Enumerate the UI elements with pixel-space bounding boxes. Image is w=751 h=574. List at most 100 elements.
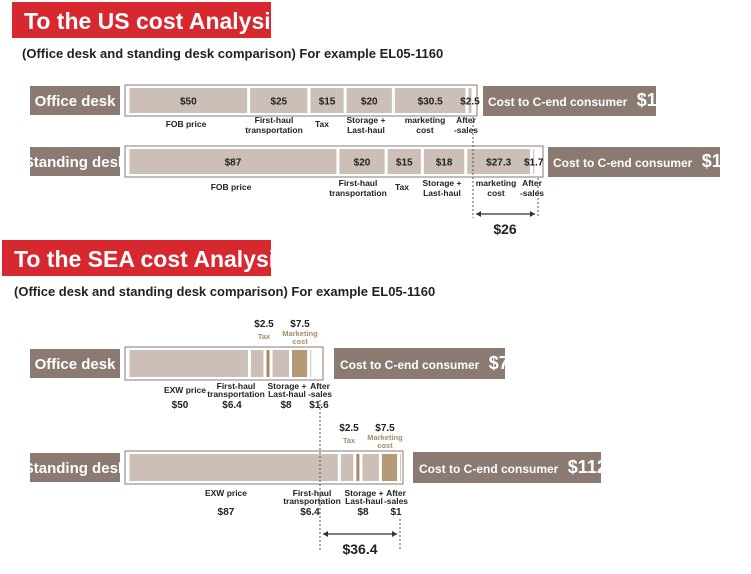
us-office-category-labels: FOB price First-haul transportation Tax … — [166, 115, 479, 135]
sea-title-bg — [2, 240, 271, 276]
us-standing-segment-base-price — [129, 149, 337, 174]
sea-standing-total-value: $112.4 — [568, 457, 622, 477]
sea-standing-storage-cat-1: Storage + — [345, 488, 384, 498]
sea-standing-segment-base-price — [129, 454, 338, 481]
us-office-total-bg — [483, 86, 656, 116]
sea-standing-total: Cost to C-end consumer $112.4 — [419, 457, 622, 477]
us-standing-segment-first-haul — [339, 149, 385, 174]
sea-standing-after-cat-2: -sales — [384, 496, 408, 506]
sea-standing-storage-cat-2: Last-haul — [345, 496, 383, 506]
sea-office-firsthaul-cat-2: transportation — [207, 389, 265, 399]
sea-diff-value: $36.4 — [342, 541, 377, 557]
us-standing-total: Cost to C-end consumer $169 — [553, 151, 742, 171]
sea-standing-bottom-labels: EXW price $87 First-haul transportation … — [205, 488, 408, 518]
sea-standing-firsthaul-cat-2: transportation — [283, 496, 341, 506]
us-office-value-label-tax: $15 — [319, 97, 336, 108]
us-office-cat-marketing-1: marketing — [405, 115, 446, 125]
sea-standing-total-label: Cost to C-end consumer — [419, 462, 559, 476]
sea-office-segment-first-haul — [250, 350, 264, 377]
us-office-cat-marketing-2: cost — [416, 125, 434, 135]
us-subtitle: (Office desk and standing desk compariso… — [22, 46, 443, 61]
us-standing-value-label-first-haul: $20 — [354, 158, 371, 169]
sea-standing-marketing-cat-2: cost — [377, 441, 393, 450]
sea-office-storage-cat-2: Last-haul — [268, 389, 306, 399]
sea-standing-segment-tax — [356, 454, 360, 481]
us-office-total-value: $143 — [637, 90, 677, 110]
us-standing-cat-marketing-2: cost — [487, 188, 505, 198]
us-office-cat-tax: Tax — [315, 119, 329, 129]
sea-office-bars — [129, 350, 312, 377]
sea-office-segment-base-price — [129, 350, 248, 377]
sea-office-label-bg — [30, 349, 120, 378]
sea-office-label: Office desk — [35, 356, 117, 373]
us-office-value-label-storage-last-haul: $20 — [361, 97, 378, 108]
sea-office-segment-storage-last-haul — [272, 350, 289, 377]
sea-office-segment-after-sales — [310, 350, 312, 377]
us-standing-value-label-tax: $15 — [396, 158, 413, 169]
us-standing-value-label-storage-last-haul: $18 — [436, 158, 453, 169]
sea-office-after-value: $1.6 — [309, 400, 329, 411]
us-office-cat-firsthaul-1: First-haul — [255, 115, 294, 125]
us-office-total: Cost to C-end consumer $143 — [488, 90, 677, 110]
sea-office-top-labels: $2.5 Tax $7.5 Marketing cost — [254, 319, 318, 346]
us-diff-arrowhead-right — [530, 211, 535, 217]
sea-office-total-bg — [334, 348, 505, 379]
us-office-segment-tax — [310, 88, 344, 113]
us-diff-arrowhead-left — [476, 211, 481, 217]
us-office-label: Office desk — [35, 93, 117, 110]
sea-office-after-cat-2: -sales — [308, 389, 332, 399]
sea-office-segment-tax — [266, 350, 270, 377]
us-standing-total-value: $169 — [702, 151, 742, 171]
us-section: To the US cost Analysis (Office desk and… — [12, 2, 742, 237]
us-office-value-label-first-haul: $25 — [270, 97, 287, 108]
us-standing-bars: $87 $20 $15 $18 $27.3 $1.7 — [129, 149, 544, 174]
us-standing-total-label: Cost to C-end consumer — [553, 156, 693, 170]
sea-office-after-cat-1: After — [310, 381, 331, 391]
sea-standing-label-bg — [30, 453, 120, 482]
us-title-bg — [12, 2, 271, 38]
sea-standing-segment-marketing — [381, 454, 398, 481]
sea-standing-marketing-cat-1: Marketing — [367, 433, 403, 442]
us-standing-value-label-base-price: $87 — [225, 158, 242, 169]
us-standing-cat-storage-2: Last-haul — [423, 188, 461, 198]
sea-office-storage-cat-1: Storage + — [268, 381, 307, 391]
us-standing-value-label-marketing: $27.3 — [486, 158, 511, 169]
sea-office-exw-cat: EXW price — [164, 385, 206, 395]
sea-standing-firsthaul-value: $6.4 — [300, 507, 320, 518]
us-office-bars: $50 $25 $15 $20 $30.5 $2.5 — [129, 88, 480, 113]
us-office-cat-storage-1: Storage + — [347, 115, 386, 125]
us-standing-value-label-after-sales: $1.7 — [524, 158, 544, 169]
sea-office-total: Cost to C-end consumer $76 — [340, 353, 519, 373]
sea-office-segment-marketing — [291, 350, 308, 377]
sea-office-marketing-cat-2: cost — [292, 337, 308, 346]
sea-office-firsthaul-value: $6.4 — [222, 400, 242, 411]
us-standing-label: Standing desk — [24, 154, 127, 171]
us-standing-segment-marketing — [467, 149, 531, 174]
us-office-cat-after-1: After — [456, 115, 477, 125]
us-standing-cat-tax: Tax — [395, 182, 409, 192]
sea-office-storage-value: $8 — [280, 400, 292, 411]
us-office-segment-base-price — [129, 88, 248, 113]
us-office-label-bg — [30, 86, 120, 115]
us-standing-category-labels: FOB price First-haul transportation Tax … — [211, 178, 545, 198]
sea-diff-arrowhead-right — [392, 531, 397, 537]
us-standing-cat-marketing-1: marketing — [476, 178, 517, 188]
sea-diff-arrowhead-left — [323, 531, 328, 537]
sea-standing-segment-storage-last-haul — [362, 454, 379, 481]
sea-office-marketing-value: $7.5 — [290, 319, 310, 330]
sea-standing-top-labels: $2.5 Tax $7.5 Marketing cost — [339, 423, 403, 450]
us-office-cat-fob: FOB price — [166, 119, 207, 129]
sea-standing-tax-value: $2.5 — [339, 423, 359, 434]
us-office-cat-after-2: -sales — [454, 125, 478, 135]
sea-office-bottom-labels: EXW price $50 First-haul transportation … — [164, 381, 332, 411]
sea-office-total-label: Cost to C-end consumer — [340, 358, 480, 372]
sea-office-tax-cat: Tax — [258, 332, 271, 341]
sea-standing-marketing-value: $7.5 — [375, 423, 395, 434]
sea-office-tax-value: $2.5 — [254, 319, 274, 330]
us-office-value-label-marketing: $30.5 — [418, 97, 443, 108]
sea-standing-segment-after-sales — [400, 454, 402, 481]
us-standing-cat-after-2: -sales — [520, 188, 544, 198]
us-diff-value: $26 — [493, 221, 517, 237]
us-office-total-label: Cost to C-end consumer — [488, 95, 628, 109]
